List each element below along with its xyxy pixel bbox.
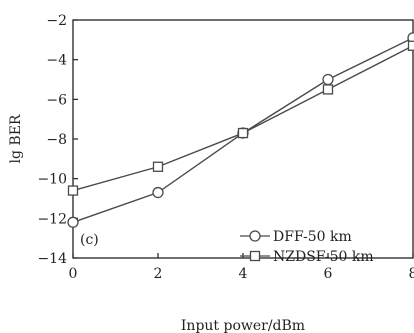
x-tick-label: 8 xyxy=(409,266,414,282)
x-axis-label: Input power/dBm xyxy=(181,318,305,333)
legend-dff-marker xyxy=(249,230,261,242)
y-tick-label: −6 xyxy=(46,92,67,108)
y-axis-ticks: −2 −4 −6 −8 −10 −12 −14 xyxy=(37,13,78,267)
y-axis-label: lg BER xyxy=(8,114,24,163)
y-tick-label: −12 xyxy=(37,211,67,227)
legend-dff-label: DFF-50 km xyxy=(273,229,352,245)
data-point-square xyxy=(237,127,249,139)
plot-frame xyxy=(72,19,414,259)
x-tick-label: 4 xyxy=(239,266,248,282)
data-point-circle xyxy=(152,186,164,199)
x-axis-ticks: 0 2 4 6 8 xyxy=(69,253,414,282)
y-tick-label: −8 xyxy=(46,132,67,148)
panel-label: (c) xyxy=(80,232,99,248)
data-point-square xyxy=(67,185,79,196)
y-tick-label: −2 xyxy=(46,13,67,29)
x-tick-label: 6 xyxy=(324,266,333,282)
series-line-1 xyxy=(72,45,414,192)
data-point-circle xyxy=(322,73,334,86)
data-point-square xyxy=(152,161,164,172)
y-tick-label: −4 xyxy=(46,53,67,69)
x-tick-label: 0 xyxy=(69,266,78,282)
legend-nzdsf-marker xyxy=(249,250,261,262)
legend-nzdsf-label: NZDSF-50 km xyxy=(273,249,374,265)
data-point-square xyxy=(322,84,334,95)
series-layer xyxy=(67,32,414,228)
legend: DFF-50 km NZDSF-50 km xyxy=(240,229,374,265)
y-tick-label: −10 xyxy=(37,172,67,188)
data-point-circle xyxy=(67,216,79,228)
y-tick-label: −14 xyxy=(37,251,67,267)
data-point-square xyxy=(407,40,414,51)
x-tick-label: 2 xyxy=(154,266,163,282)
